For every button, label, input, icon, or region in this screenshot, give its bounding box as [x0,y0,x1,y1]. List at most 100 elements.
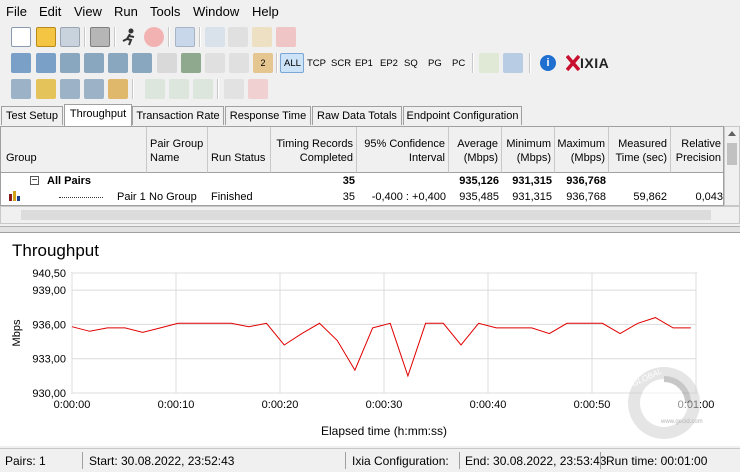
tab-endpoint-configuration[interactable]: Endpoint Configuration [403,106,522,125]
stop-icon[interactable] [144,27,164,47]
filter-pc-button[interactable]: PC [452,58,466,69]
column-header-confidence-interval[interactable]: 95% Confidence Interval [357,127,449,173]
hscroll-thumb[interactable] [21,210,711,220]
results-table: Group Pair Group Name Run Status Timing … [0,126,724,206]
expand-icon[interactable] [224,79,244,99]
column-header-average[interactable]: Average (Mbps) [449,127,502,173]
run-icon[interactable] [119,27,139,47]
print-icon[interactable] [90,27,110,47]
step-icon[interactable]: 2 [253,53,273,73]
collapse-toggle[interactable]: − [30,175,39,186]
pair-label: Pair 1 [117,191,146,203]
edit-script-icon[interactable] [157,53,177,73]
column-header-group[interactable]: Group [1,127,147,173]
save-icon[interactable] [60,27,80,47]
network-icon[interactable] [60,53,80,73]
script-icon[interactable] [181,53,201,73]
cut-icon[interactable] [205,27,225,47]
tab-strip: Test Setup Throughput Transaction Rate R… [0,104,740,126]
filter-tcp-button[interactable]: TCP [307,58,326,69]
status-end: End: 30.08.2022, 23:53:43 [465,454,607,468]
menu-view[interactable]: View [74,4,102,19]
x-tick-label: 0:00:10 [158,399,195,411]
y-tick-label: 940,50 [32,268,66,280]
column-header-pair-group-name[interactable]: Pair Group Name [147,127,208,173]
info-icon[interactable]: i [540,55,556,71]
graph-icon[interactable] [145,79,165,99]
filter-scr-button[interactable]: SCR [331,58,352,69]
splitter[interactable] [0,226,740,232]
throughput-chart: 940,50 939,00 936,00 933,00 930,000:00:00 0:0… [11,268,714,438]
menu-edit[interactable]: Edit [39,4,62,19]
tab-throughput[interactable]: Throughput [64,104,132,126]
menu-run[interactable]: Run [114,4,138,19]
copy-icon[interactable] [228,27,248,47]
add-multicast-icon[interactable] [36,53,56,73]
column-header-run-status[interactable]: Run Status [208,127,271,173]
tab-transaction-rate[interactable]: Transaction Rate [132,106,224,125]
group-average: 935,126 [459,175,499,187]
wizard-icon[interactable] [36,79,56,99]
filter-ep1-button[interactable]: EP1 [355,58,373,69]
new-file-icon[interactable] [11,27,31,47]
filter-pg-button[interactable]: PG [428,58,442,69]
pair-maximum: 936,768 [566,191,606,203]
x-tick-label: 0:00:00 [54,399,91,411]
link-icon[interactable] [132,53,152,73]
add-pair-icon[interactable] [11,53,31,73]
report-icon[interactable] [479,53,499,73]
menu-file[interactable]: File [6,4,27,19]
column-header-timing-records[interactable]: Timing Records Completed [271,127,357,173]
x-tick-label: 0:00:30 [366,399,403,411]
group-label: All Pairs [47,175,92,187]
y-tick-label: 936,00 [32,319,66,331]
swap-icon[interactable] [229,53,249,73]
y-tick-label: 933,00 [32,354,66,366]
collapse-icon[interactable] [248,79,268,99]
group-maximum: 936,768 [566,175,606,187]
pair-measured-time: 59,862 [633,191,667,203]
filter-sq-button[interactable]: SQ [404,58,418,69]
group-minimum: 931,315 [512,175,552,187]
table-hscrollbar[interactable] [0,206,740,224]
paste-icon[interactable] [252,27,272,47]
filter-all-button[interactable] [280,53,304,73]
chart-options-icon[interactable] [11,79,31,99]
status-pairs: Pairs: 1 [5,454,46,468]
graph-export-icon[interactable] [193,79,213,99]
column-header-maximum[interactable]: Maximum (Mbps) [555,127,609,173]
x-tick-label: 0:00:40 [470,399,507,411]
rename-icon[interactable] [205,53,225,73]
timing-icon[interactable] [108,53,128,73]
table-row-pair[interactable]: Pair 1 No Group Finished 35 -0,400 : +0,… [1,189,723,205]
window-icon[interactable] [175,27,195,47]
endpoint-icon[interactable] [60,79,80,99]
delete-icon[interactable] [276,27,296,47]
menu-tools[interactable]: Tools [150,4,181,19]
column-header-minimum[interactable]: Minimum (Mbps) [502,127,555,173]
tab-test-setup[interactable]: Test Setup [1,106,63,125]
table-scrollbar[interactable] [724,126,740,206]
column-header-relative-precision[interactable]: Relative Precision [671,127,723,173]
status-start: Start: 30.08.2022, 23:52:43 [89,454,235,468]
watermark-logo: GLOBAL www.gecid.com [617,357,711,441]
graph-compare-icon[interactable] [169,79,189,99]
open-folder-icon[interactable] [36,27,56,47]
pair-minimum: 931,315 [512,191,552,203]
filter-ep2-button[interactable]: EP2 [380,58,398,69]
scroll-thumb[interactable] [727,143,737,165]
column-header-measured-time[interactable]: Measured Time (sec) [609,127,671,173]
x-tick-label: 0:00:50 [574,399,611,411]
pair-average: 935,485 [459,191,499,203]
menu-window[interactable]: Window [193,4,240,19]
settings-icon[interactable] [108,79,128,99]
topology-icon[interactable] [84,79,104,99]
export-icon[interactable] [503,53,523,73]
menu-help[interactable]: Help [252,4,279,19]
table-row-group[interactable]: − All Pairs 35 935,126 931,315 936,768 [1,173,723,189]
pair-group-icon[interactable] [84,53,104,73]
pair-chart-icon [9,191,21,201]
tab-response-time[interactable]: Response Time [225,106,311,125]
tab-raw-data-totals[interactable]: Raw Data Totals [312,106,402,125]
scroll-up-icon[interactable] [728,131,736,136]
